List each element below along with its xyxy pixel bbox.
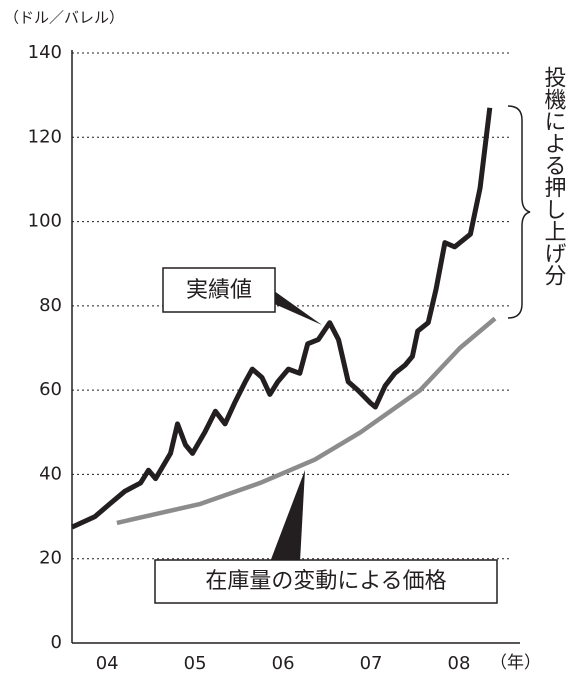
y-unit-label: （ドル／バレル）: [4, 9, 124, 27]
x-tick-label: 07: [360, 653, 383, 674]
callout-pointer: [270, 470, 305, 562]
y-tick-label: 120: [28, 126, 62, 147]
chart: （ドル／バレル） （年） 0 20 40 60 80 100 120 140 04 05 06 07 0…: [0, 0, 567, 676]
y-tick-label: 0: [51, 632, 62, 653]
y-tick-label: 40: [39, 463, 62, 484]
x-tick-label: 06: [272, 653, 295, 674]
callout-pointer: [270, 288, 322, 325]
annotation: 投機による押し上げ分: [541, 66, 567, 286]
x-unit-label: （年）: [490, 653, 541, 673]
page: {"chart_data": {"type": "line", "y_unit_…: [0, 0, 567, 676]
annotation: 実績値: [186, 278, 252, 303]
series-line: [72, 108, 490, 527]
brace: [508, 106, 530, 318]
y-tick-label: 140: [28, 42, 62, 63]
x-tick-label: 04: [96, 653, 119, 674]
y-tick-label: 60: [39, 379, 62, 400]
annotation: 在庫量の変動による価格: [205, 569, 446, 594]
x-tick-label: 08: [448, 653, 471, 674]
y-tick-label: 80: [39, 295, 62, 316]
x-tick-label: 05: [184, 653, 207, 674]
y-tick-label: 20: [39, 548, 62, 569]
y-tick-label: 100: [28, 211, 62, 232]
